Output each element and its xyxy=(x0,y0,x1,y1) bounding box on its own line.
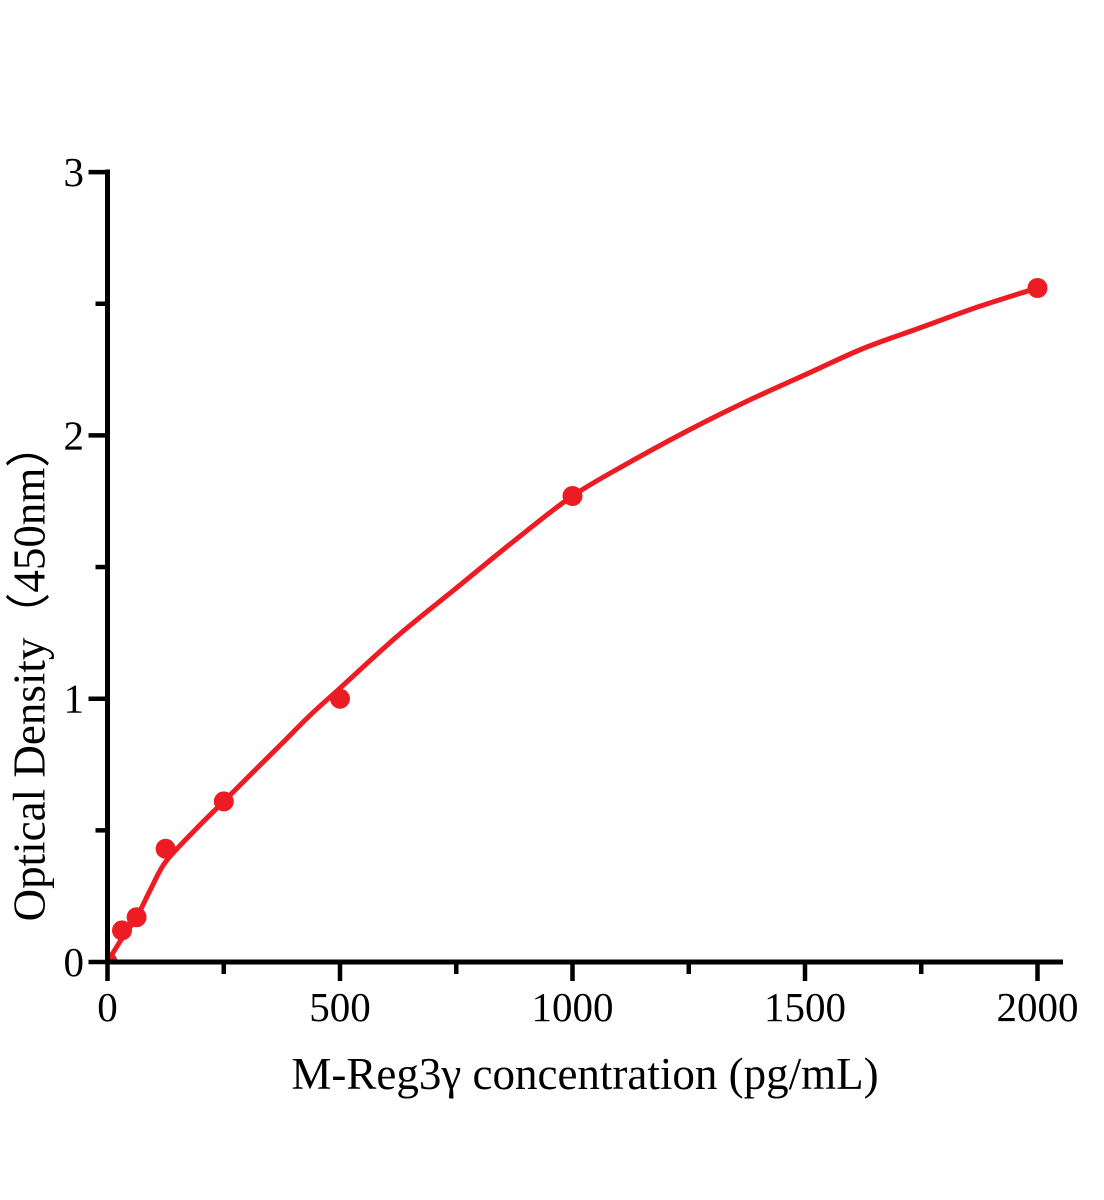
data-point-marker xyxy=(330,688,350,709)
data-point-marker xyxy=(213,791,234,812)
fit-curve-line xyxy=(107,285,1040,965)
data-point-marker xyxy=(1027,278,1048,298)
y-axis-tick-label: 0 xyxy=(64,939,85,985)
y-axis-tick-label: 2 xyxy=(64,412,85,458)
x-axis-tick-label: 1000 xyxy=(532,984,614,1030)
data-point-marker xyxy=(155,838,176,859)
data-point-marker xyxy=(562,486,583,506)
data-point-marker xyxy=(126,907,147,928)
x-axis-tick-label: 1500 xyxy=(764,984,846,1030)
y-axis-tick-label: 1 xyxy=(64,676,85,722)
data-point-marker xyxy=(112,920,132,941)
y-axis-tick-label: 3 xyxy=(64,149,85,195)
x-axis-tick-label: 0 xyxy=(97,984,118,1030)
x-axis-title: M-Reg3γ concentration (pg/mL) xyxy=(291,1049,879,1099)
y-axis-title: Optical Density（450nm） xyxy=(4,422,55,922)
x-axis-tick-label: 500 xyxy=(309,984,371,1030)
x-axis-tick-label: 2000 xyxy=(997,984,1079,1030)
